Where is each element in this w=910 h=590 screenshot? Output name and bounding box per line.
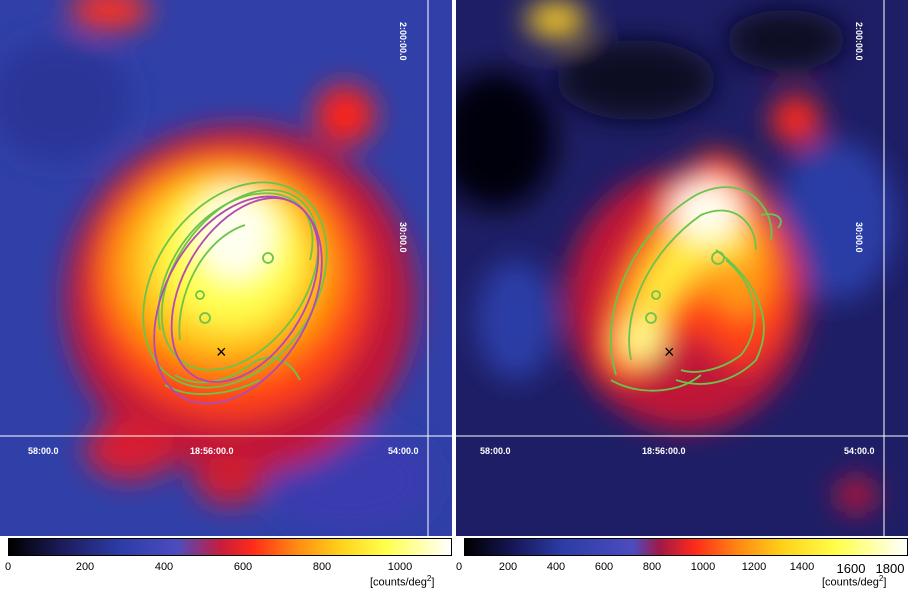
left-cbar-tick-200: 200 <box>75 561 95 573</box>
left-colorbar <box>8 538 452 556</box>
left-ra-label-3: 54:00.0 <box>388 446 419 456</box>
left-sky-map: × 58:00.0 18:56:00.0 54:00.0 2:00:00.0 3… <box>0 0 452 536</box>
right-dec-label-2: 30:00.0 <box>854 222 864 253</box>
left-emission <box>0 0 430 530</box>
left-contours <box>142 181 328 395</box>
right-emission <box>456 2 896 513</box>
right-sky-map: × 58:00.0 18:56:00.0 54:00.0 2:00:00.0 3… <box>456 0 908 536</box>
right-panel: × 58:00.0 18:56:00.0 54:00.0 2:00:00.0 3… <box>456 0 908 590</box>
right-cbar-tick-1000: 1000 <box>690 561 716 573</box>
right-cbar-tick-1600: 1600 <box>836 561 866 576</box>
left-cbar-tick-600: 600 <box>233 561 253 573</box>
left-cbar-tick-0: 0 <box>4 561 12 573</box>
left-ellipses <box>153 195 323 405</box>
left-grid <box>0 0 452 536</box>
left-marker-x: × <box>216 342 227 362</box>
right-cbar-tick-0: 0 <box>455 561 463 573</box>
right-cbar-unit: [counts/deg2] <box>822 574 887 589</box>
right-cbar-tick-200: 200 <box>498 561 518 573</box>
right-grid <box>456 0 908 536</box>
left-panel: × 58:00.0 18:56:00.0 54:00.0 2:00:00.0 3… <box>0 0 452 590</box>
right-dec-label-1: 2:00:00.0 <box>854 22 864 61</box>
right-cbar-tick-1200: 1200 <box>741 561 767 573</box>
right-cbar-tick-1400: 1400 <box>789 561 815 573</box>
left-cbar-tick-1000: 1000 <box>387 561 413 573</box>
left-ra-label-1: 58:00.0 <box>28 446 59 456</box>
right-cbar-tick-600: 600 <box>594 561 614 573</box>
left-cbar-tick-400: 400 <box>154 561 174 573</box>
left-ra-label-2: 18:56:00.0 <box>190 446 234 456</box>
left-cbar-unit: [counts/deg2] <box>370 574 435 589</box>
right-colorbar <box>464 538 908 556</box>
right-ra-label-2: 18:56:00.0 <box>642 446 686 456</box>
right-ra-label-3: 54:00.0 <box>844 446 875 456</box>
left-cbar-tick-800: 800 <box>312 561 332 573</box>
right-marker-x: × <box>664 342 675 362</box>
left-dec-label-1: 2:00:00.0 <box>398 22 408 61</box>
right-cbar-tick-400: 400 <box>546 561 566 573</box>
right-ra-label-1: 58:00.0 <box>480 446 511 456</box>
left-dec-label-2: 30:00.0 <box>398 222 408 253</box>
right-contours <box>609 186 782 392</box>
right-cbar-tick-800: 800 <box>642 561 662 573</box>
right-cbar-tick-1800: 1800 <box>875 561 905 576</box>
